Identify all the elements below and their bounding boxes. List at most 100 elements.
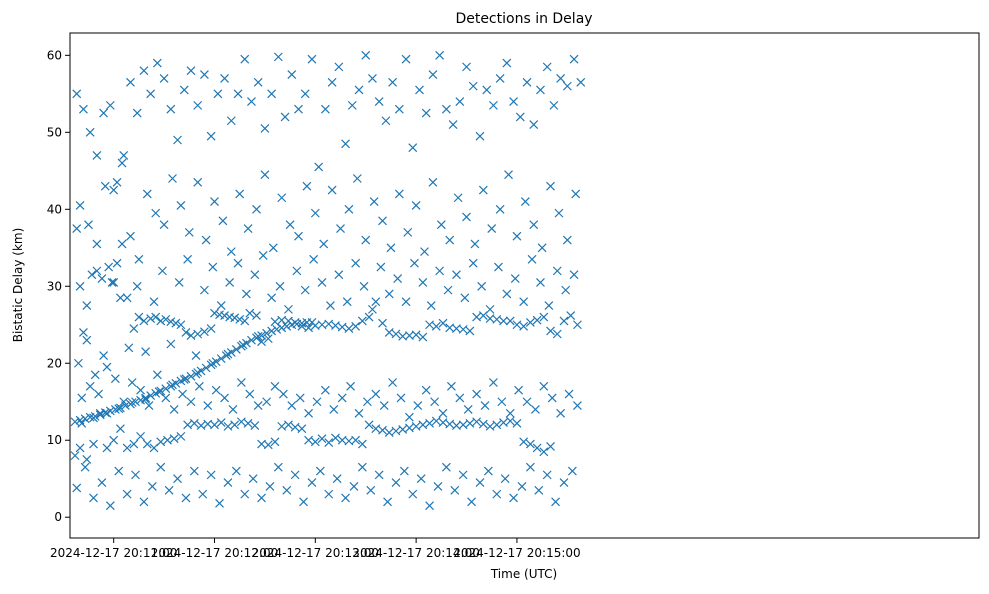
data-point [401, 297, 411, 307]
data-point [546, 181, 555, 191]
data-point [161, 393, 171, 403]
data-point [505, 316, 515, 326]
data-point [218, 216, 228, 226]
data-point [85, 127, 95, 137]
x-tick-label: 2024-12-17 20:12:00 [151, 546, 278, 560]
data-point [314, 162, 324, 172]
data-point [354, 408, 364, 418]
data-point [139, 497, 149, 507]
data-point [105, 100, 115, 110]
data-point [344, 204, 354, 214]
data-point [206, 131, 216, 141]
data-point [472, 389, 482, 399]
y-tick-label: 10 [47, 433, 62, 447]
data-point [250, 421, 260, 431]
data-point [223, 421, 233, 431]
data-point [357, 439, 367, 449]
data-point [554, 208, 564, 218]
data-point [569, 54, 579, 64]
data-point [460, 293, 470, 303]
data-point [97, 478, 107, 487]
data-point [438, 408, 448, 418]
data-point [431, 416, 441, 426]
data-point [236, 417, 246, 427]
data-point [515, 112, 525, 122]
data-point [131, 397, 140, 407]
data-point [404, 423, 414, 433]
data-point [544, 301, 554, 310]
data-point [179, 374, 189, 384]
data-point [497, 397, 507, 407]
data-point [292, 266, 302, 276]
data-point [134, 312, 144, 322]
data-point [260, 170, 270, 180]
data-point [151, 208, 161, 218]
data-point [320, 385, 330, 395]
data-point [391, 426, 401, 436]
data-point [448, 120, 458, 130]
data-point [443, 285, 453, 295]
data-point [488, 100, 498, 110]
data-point [561, 285, 571, 295]
data-point [463, 405, 473, 414]
data-point [428, 177, 438, 187]
data-point [247, 335, 256, 345]
data-point [132, 281, 142, 291]
data-point [263, 334, 273, 344]
data-point [100, 181, 110, 191]
data-point [455, 393, 465, 403]
data-point [75, 201, 85, 210]
data-point [75, 443, 85, 453]
y-tick-label: 20 [47, 356, 62, 370]
data-point [494, 262, 503, 272]
data-point [77, 393, 87, 403]
data-point [278, 389, 288, 399]
data-point [189, 466, 199, 476]
data-point [500, 474, 510, 484]
data-point [564, 389, 574, 399]
data-point [384, 289, 394, 299]
data-point [257, 493, 266, 503]
data-point [181, 328, 191, 337]
data-point [512, 418, 522, 428]
data-point [539, 447, 549, 457]
data-point [112, 177, 122, 187]
data-point [141, 395, 151, 404]
data-point [156, 316, 166, 326]
data-point [425, 320, 434, 330]
data-point [418, 332, 428, 342]
data-point [77, 418, 87, 428]
data-point [559, 478, 569, 487]
data-point [441, 104, 451, 114]
data-point [312, 397, 322, 407]
data-point [403, 227, 413, 237]
data-point [198, 489, 208, 499]
data-point [174, 277, 184, 287]
data-point [290, 422, 300, 432]
data-point [504, 170, 513, 180]
data-point [164, 485, 174, 495]
data-point [225, 277, 235, 287]
data-point [240, 489, 250, 499]
data-point [398, 425, 408, 434]
data-point [519, 321, 529, 331]
data-point [134, 254, 144, 264]
data-point [290, 318, 300, 327]
data-point [542, 62, 552, 72]
data-point [166, 104, 176, 114]
data-point [529, 120, 539, 130]
data-point [378, 318, 387, 328]
data-point [236, 378, 246, 387]
data-point [245, 389, 255, 399]
data-point [369, 197, 379, 207]
data-point [425, 418, 434, 428]
y-axis-label: Bistatic Delay (km) [11, 228, 25, 343]
data-point [109, 185, 119, 195]
data-point [250, 270, 260, 280]
data-point [408, 143, 418, 153]
data-point [539, 381, 549, 391]
data-point [199, 285, 209, 295]
data-point [310, 437, 320, 447]
data-point [131, 470, 140, 480]
data-point [253, 77, 263, 87]
